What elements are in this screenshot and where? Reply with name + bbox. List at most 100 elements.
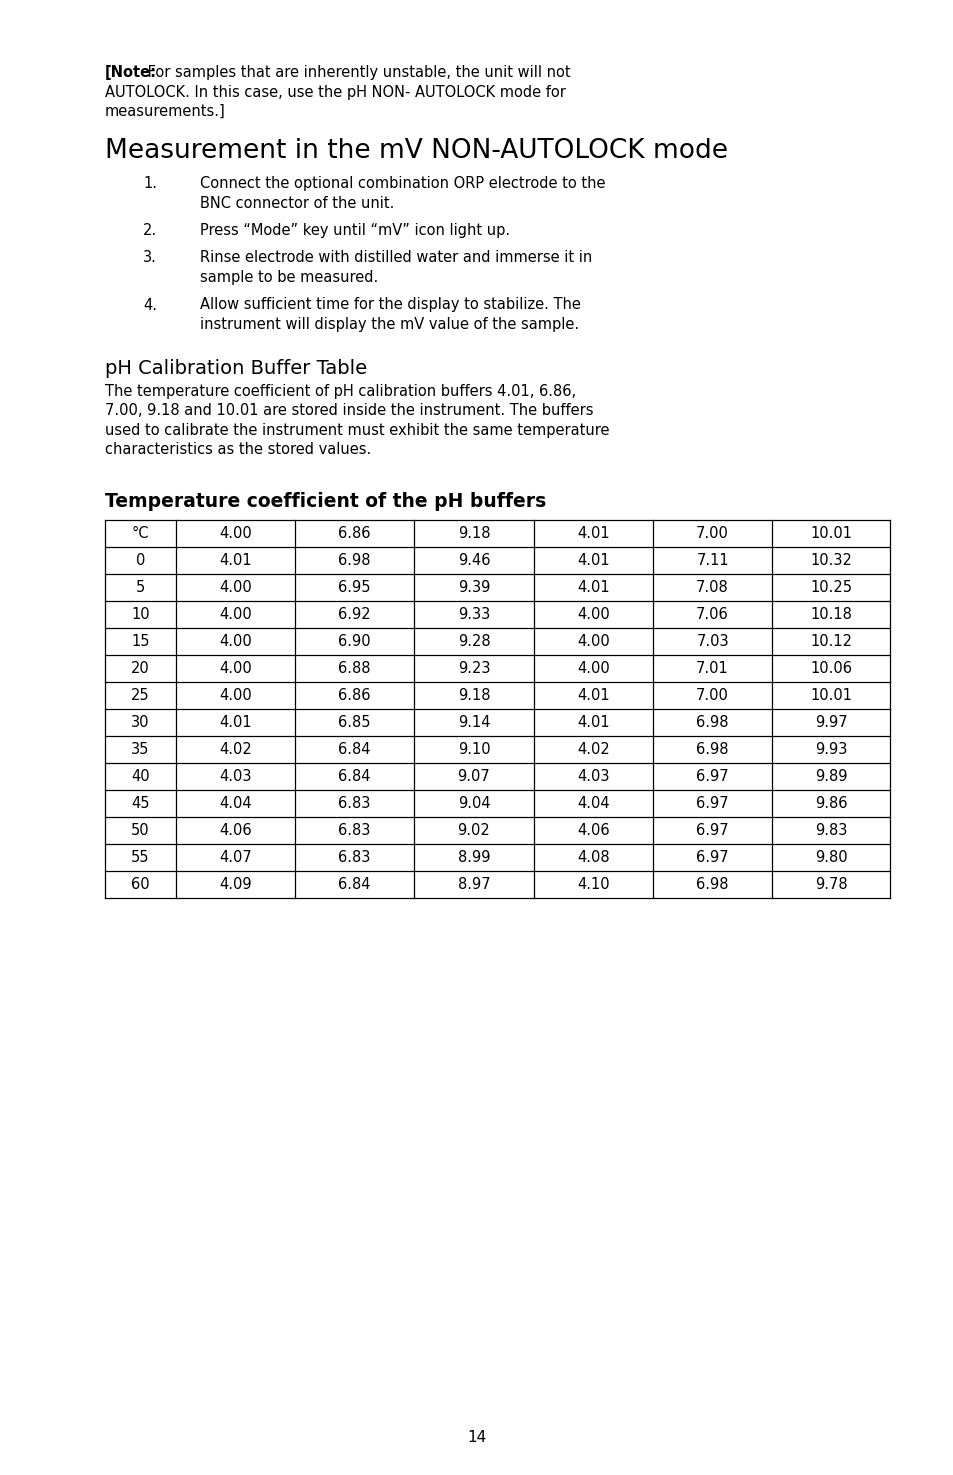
Text: 4.00: 4.00: [218, 608, 252, 622]
Text: 6.86: 6.86: [338, 527, 371, 541]
Text: 9.14: 9.14: [457, 715, 490, 730]
Text: 4.00: 4.00: [218, 689, 252, 704]
Text: °C: °C: [132, 527, 149, 541]
Text: 6.97: 6.97: [696, 850, 728, 866]
Text: 6.88: 6.88: [338, 661, 371, 676]
Text: 4.06: 4.06: [577, 823, 609, 838]
Text: 6.98: 6.98: [696, 742, 728, 757]
Text: 7.00: 7.00: [696, 527, 728, 541]
Text: 9.80: 9.80: [814, 850, 846, 866]
Text: 6.97: 6.97: [696, 796, 728, 811]
Text: 6.83: 6.83: [338, 796, 371, 811]
Text: 9.86: 9.86: [814, 796, 846, 811]
Text: 45: 45: [131, 796, 150, 811]
Text: 6.97: 6.97: [696, 768, 728, 785]
Text: 6.85: 6.85: [338, 715, 371, 730]
Text: 10: 10: [131, 608, 150, 622]
Text: 9.18: 9.18: [457, 527, 490, 541]
Text: sample to be measured.: sample to be measured.: [200, 270, 377, 285]
Text: 9.83: 9.83: [814, 823, 846, 838]
Text: 4.02: 4.02: [218, 742, 252, 757]
Text: 4.01: 4.01: [219, 715, 252, 730]
Text: 9.07: 9.07: [457, 768, 490, 785]
Text: 4.07: 4.07: [218, 850, 252, 866]
Text: 20: 20: [131, 661, 150, 676]
Text: 4.00: 4.00: [218, 661, 252, 676]
Text: Allow sufficient time for the display to stabilize. The: Allow sufficient time for the display to…: [200, 298, 580, 313]
Text: 5: 5: [135, 580, 145, 596]
Text: 4.00: 4.00: [218, 634, 252, 649]
Text: 6.84: 6.84: [338, 768, 371, 785]
Text: 4.01: 4.01: [577, 715, 609, 730]
Text: 25: 25: [131, 689, 150, 704]
Text: 4.03: 4.03: [577, 768, 609, 785]
Text: 4.04: 4.04: [577, 796, 609, 811]
Text: 7.06: 7.06: [696, 608, 728, 622]
Text: 4.04: 4.04: [219, 796, 252, 811]
Text: 9.04: 9.04: [457, 796, 490, 811]
Text: 3.: 3.: [143, 251, 156, 266]
Text: BNC connector of the unit.: BNC connector of the unit.: [200, 196, 394, 211]
Text: 9.10: 9.10: [457, 742, 490, 757]
Text: 7.00: 7.00: [696, 689, 728, 704]
Text: 10.12: 10.12: [809, 634, 851, 649]
Text: 6.98: 6.98: [338, 553, 371, 568]
Text: 7.08: 7.08: [696, 580, 728, 596]
Text: 9.89: 9.89: [814, 768, 846, 785]
Text: 50: 50: [131, 823, 150, 838]
Text: 9.78: 9.78: [814, 878, 846, 892]
Text: 6.83: 6.83: [338, 850, 371, 866]
Text: 6.84: 6.84: [338, 878, 371, 892]
Text: 10.06: 10.06: [809, 661, 851, 676]
Text: 55: 55: [131, 850, 150, 866]
Text: 9.33: 9.33: [457, 608, 490, 622]
Text: 4.02: 4.02: [577, 742, 609, 757]
Text: 9.46: 9.46: [457, 553, 490, 568]
Text: 2.: 2.: [143, 223, 157, 237]
Text: 7.00, 9.18 and 10.01 are stored inside the instrument. The buffers: 7.00, 9.18 and 10.01 are stored inside t…: [105, 403, 593, 419]
Text: 4.01: 4.01: [577, 689, 609, 704]
Text: instrument will display the mV value of the sample.: instrument will display the mV value of …: [200, 317, 578, 332]
Text: 9.39: 9.39: [457, 580, 490, 596]
Text: 9.02: 9.02: [457, 823, 490, 838]
Text: 4.: 4.: [143, 298, 157, 313]
Text: 4.00: 4.00: [577, 634, 609, 649]
Text: 4.10: 4.10: [577, 878, 609, 892]
Text: 6.97: 6.97: [696, 823, 728, 838]
Text: The temperature coefficient of pH calibration buffers 4.01, 6.86,: The temperature coefficient of pH calibr…: [105, 384, 576, 398]
Text: 9.93: 9.93: [814, 742, 846, 757]
Text: 4.00: 4.00: [577, 608, 609, 622]
Text: 6.84: 6.84: [338, 742, 371, 757]
Text: 4.00: 4.00: [218, 580, 252, 596]
Text: 6.83: 6.83: [338, 823, 371, 838]
Text: 8.99: 8.99: [457, 850, 490, 866]
Text: 9.28: 9.28: [457, 634, 490, 649]
Text: AUTOLOCK. In this case, use the pH NON- AUTOLOCK mode for: AUTOLOCK. In this case, use the pH NON- …: [105, 84, 565, 99]
Text: Connect the optional combination ORP electrode to the: Connect the optional combination ORP ele…: [200, 176, 605, 190]
Text: used to calibrate the instrument must exhibit the same temperature: used to calibrate the instrument must ex…: [105, 423, 609, 438]
Text: 30: 30: [131, 715, 150, 730]
Text: 6.98: 6.98: [696, 715, 728, 730]
Text: 9.97: 9.97: [814, 715, 846, 730]
Text: 7.11: 7.11: [696, 553, 728, 568]
Text: 4.09: 4.09: [219, 878, 252, 892]
Text: Press “Mode” key until “mV” icon light up.: Press “Mode” key until “mV” icon light u…: [200, 223, 510, 237]
Text: 4.00: 4.00: [218, 527, 252, 541]
Text: 35: 35: [131, 742, 150, 757]
Text: 9.23: 9.23: [457, 661, 490, 676]
Text: characteristics as the stored values.: characteristics as the stored values.: [105, 442, 371, 457]
Text: 6.90: 6.90: [338, 634, 371, 649]
Text: 4.01: 4.01: [577, 553, 609, 568]
Text: For samples that are inherently unstable, the unit will not: For samples that are inherently unstable…: [143, 65, 570, 80]
Text: 10.25: 10.25: [809, 580, 851, 596]
Text: 10.01: 10.01: [809, 689, 851, 704]
Text: 4.06: 4.06: [219, 823, 252, 838]
Text: Temperature coefficient of the pH buffers: Temperature coefficient of the pH buffer…: [105, 491, 546, 510]
Text: 4.03: 4.03: [219, 768, 252, 785]
Text: 4.00: 4.00: [577, 661, 609, 676]
Text: 6.92: 6.92: [338, 608, 371, 622]
Text: 9.18: 9.18: [457, 689, 490, 704]
Text: 7.01: 7.01: [696, 661, 728, 676]
Text: 60: 60: [131, 878, 150, 892]
Text: 10.32: 10.32: [809, 553, 851, 568]
